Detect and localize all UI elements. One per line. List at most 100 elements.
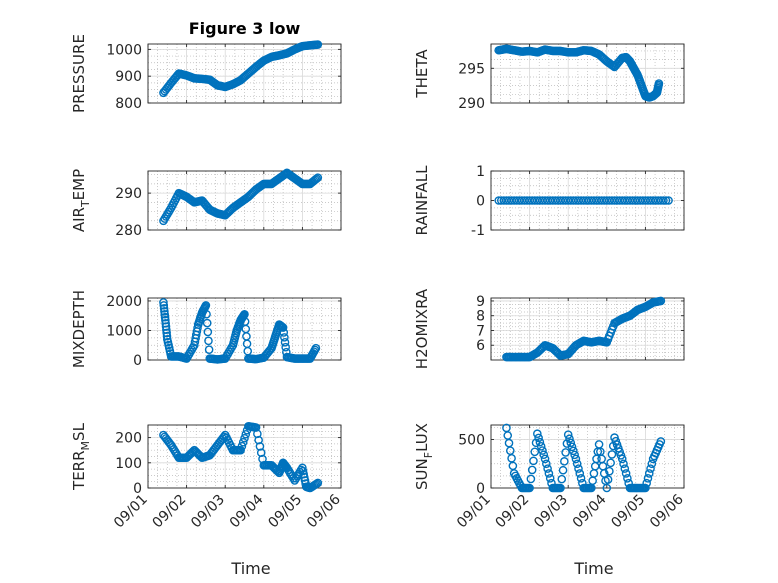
data-point [608,441,618,451]
y-tick-label: 0 [133,353,142,369]
data-point [605,466,614,476]
series-h2omixra [502,296,666,362]
axes-box [147,43,342,104]
data-point [659,196,668,205]
data-point [570,450,579,460]
data-point [642,478,651,488]
data-point [542,459,551,469]
data-point [160,306,169,316]
x-tick-label: 09/05 [265,492,305,532]
y-tick-label: 200 [115,431,142,447]
series-air_temp [159,168,323,226]
data-point [204,336,213,346]
subplot-mixdepth: 0 1000 2000 MIXDEPTH [70,290,342,369]
x-tick-label: 09/05 [608,492,648,532]
y-tick-label: 500 [458,433,485,449]
data-point [281,342,290,352]
x-tick-label: 09/04 [227,491,267,531]
data-point [201,301,211,310]
data-point [279,328,289,337]
axes-box [147,170,342,231]
data-point [535,437,545,447]
y-axis-label: RAINFALL [413,165,431,236]
data-point [560,457,569,466]
series-pressure [159,40,323,98]
y-tick-label: 800 [115,96,142,112]
data-point [280,333,289,342]
data-point [236,445,245,455]
y-tick-label: 1000 [106,323,142,339]
x-tick-label: 09/01 [454,492,494,532]
y-tick-label: 7 [476,323,485,339]
y-tick-label: 290 [458,96,485,112]
data-point [299,469,308,479]
data-point [530,447,540,457]
data-point [567,442,577,452]
y-tick-label: 900 [115,69,142,85]
x-tick-label: 09/04 [570,491,610,531]
data-point [574,464,583,473]
data-point [162,325,171,335]
data-point [313,173,323,182]
data-point [545,474,555,483]
data-point [278,323,288,332]
data-point [251,423,261,432]
data-point [661,196,671,205]
y-axis-label: H2OMIXRA [413,288,431,369]
x-tick-label: 09/02 [493,492,533,532]
y-tick-label: 0 [133,481,142,497]
y-tick-label: 1000 [106,42,142,58]
data-point [238,437,248,447]
data-point [603,475,613,484]
series-terr_msl [159,421,323,493]
data-point [556,483,565,493]
y-axis-label: MIXDEPTH [70,290,88,368]
data-point [538,446,547,455]
data-point [654,79,664,88]
data-point [656,296,666,306]
data-point [656,437,666,446]
data-point [527,465,537,475]
data-point [607,450,617,459]
figure-title: Figure 3 low [189,19,301,38]
data-point [533,429,542,439]
axes-box [490,43,685,104]
y-tick-label: 2000 [106,294,142,310]
data-point [534,433,543,443]
axes-box [490,297,685,361]
data-point [572,459,582,469]
series-theta [494,44,664,102]
subplot-pressure: 800 900 1000 PRESSURE Figure 3 low [70,19,342,113]
data-point [617,454,627,464]
data-point [313,478,323,488]
series-rainfall [494,196,673,205]
y-tick-label: 6 [476,338,485,354]
y-tick-label: 8 [476,309,485,325]
y-tick-label: 280 [115,223,142,239]
data-point [300,472,309,482]
data-point [159,304,169,313]
data-point [280,337,290,347]
data-point [162,331,172,341]
data-point [525,483,534,493]
series-mixdepth [159,298,321,364]
data-point [160,312,170,322]
data-point [558,465,568,475]
data-point [160,309,170,319]
data-point [310,175,320,185]
data-point [161,322,171,331]
data-point [253,429,262,439]
data-point [255,442,265,451]
data-point [202,309,211,319]
data-point [159,301,169,310]
data-point [539,450,549,460]
data-point [621,469,631,478]
y-tick-label: 100 [115,456,142,472]
y-axis-label: SUNFLUX [413,423,435,490]
data-point [311,343,321,353]
data-point [575,469,585,478]
y-axis-label: AIRTEMP [70,169,92,232]
